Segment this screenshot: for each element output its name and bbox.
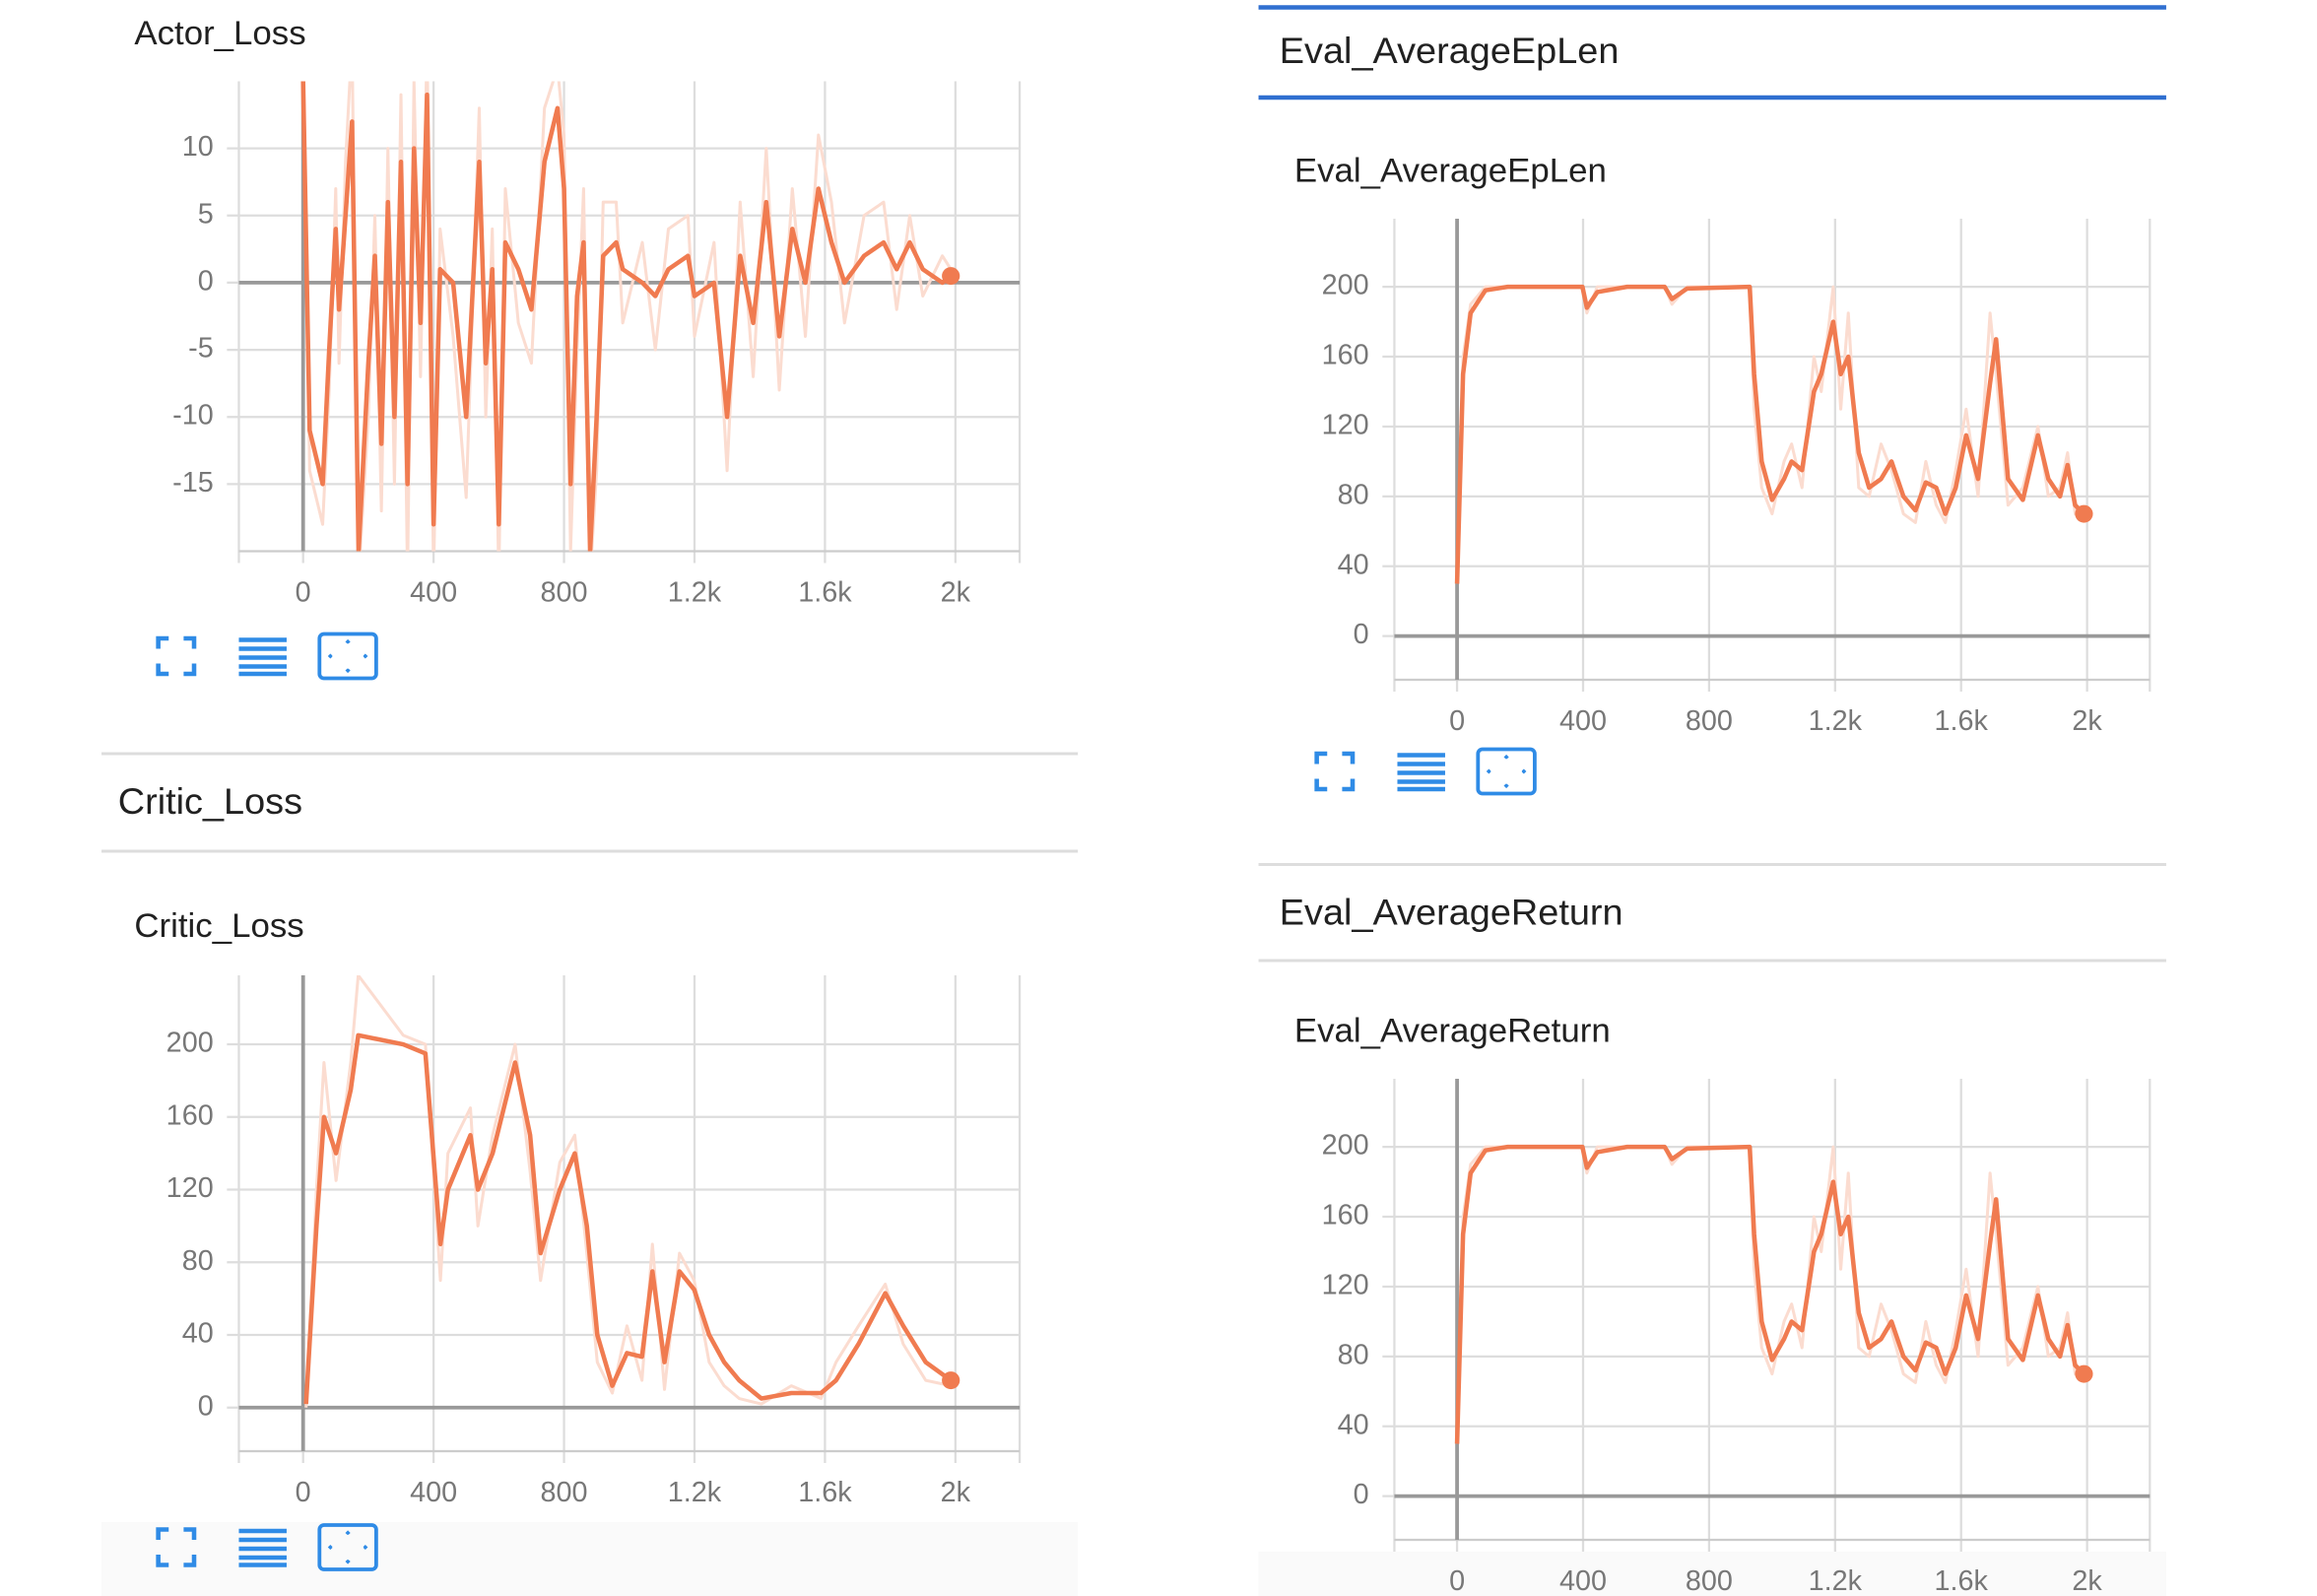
icon: [327, 638, 368, 674]
card-footer: [1258, 1552, 2166, 1596]
y-tick-label: 80: [1338, 1340, 1369, 1371]
fit-domain-button[interactable]: [317, 1523, 378, 1571]
y-tick-label: 160: [1322, 340, 1369, 371]
toggle-log-button[interactable]: [1397, 753, 1445, 792]
x-tick-label: 0: [296, 577, 311, 609]
x-tick-label: 400: [1559, 705, 1607, 737]
chart-title: Critic_Loss: [134, 907, 303, 945]
chart-toolbar: [156, 632, 378, 681]
fullscreen-button[interactable]: [1314, 751, 1356, 792]
last-point: [2075, 504, 2093, 523]
y-tick-label: 0: [198, 266, 214, 298]
chart-toolbar: [1314, 747, 1537, 796]
y-tick-label: -10: [172, 400, 214, 432]
x-tick-label: 2k: [941, 577, 971, 609]
y-tick-label: 40: [1338, 549, 1369, 580]
icon: [1314, 751, 1356, 792]
section-header[interactable]: Eval_AverageEpLen: [1280, 30, 1620, 71]
x-tick-label: 800: [541, 577, 588, 609]
fullscreen-button[interactable]: [156, 635, 197, 677]
y-tick-label: 120: [1322, 1270, 1369, 1301]
fit-domain-button[interactable]: [1476, 747, 1537, 796]
y-tick-label: -5: [188, 333, 214, 365]
plot-area: [300, 81, 953, 552]
plot-area: [1454, 284, 2086, 584]
toggle-log-button[interactable]: [238, 1528, 287, 1567]
toggle-log-button[interactable]: [238, 637, 287, 677]
x-tick-label: 2k: [2072, 1565, 2102, 1596]
last-point: [2075, 1364, 2093, 1383]
y-tick-label: 160: [1322, 1200, 1369, 1231]
x-tick-label: 1.2k: [1809, 705, 1863, 737]
y-tick-label: 120: [166, 1172, 214, 1204]
x-tick-label: 1.6k: [1935, 705, 1989, 737]
smoothed-line: [300, 81, 953, 552]
y-tick-label: 80: [1338, 480, 1369, 511]
icon: [317, 632, 378, 681]
icon: [327, 1530, 368, 1564]
y-tick-label: 120: [1322, 410, 1369, 441]
icon: [317, 1523, 378, 1571]
y-tick-label: 200: [166, 1028, 214, 1059]
x-tick-label: 800: [1686, 705, 1733, 737]
y-tick-label: 0: [1354, 1479, 1369, 1510]
x-tick-label: 1.2k: [668, 577, 722, 609]
x-tick-label: 1.2k: [1809, 1565, 1863, 1596]
chart-toolbar: [156, 1523, 378, 1571]
x-tick-label: 1.6k: [798, 577, 852, 609]
raw-line: [304, 975, 952, 1408]
smoothed-line: [303, 1032, 953, 1405]
y-tick-label: 0: [1354, 619, 1369, 650]
chart-title: Eval_AverageEpLen: [1294, 153, 1607, 190]
fit-domain-button[interactable]: [317, 632, 378, 681]
smoothed-line: [1454, 284, 2086, 584]
y-tick-label: 200: [1322, 270, 1369, 301]
plot-area: [303, 975, 953, 1408]
x-tick-label: 800: [541, 1477, 588, 1508]
icon: [156, 635, 197, 677]
x-tick-label: 1.6k: [798, 1477, 852, 1508]
y-tick-label: 0: [198, 1390, 214, 1422]
y-tick-label: 5: [198, 198, 214, 230]
y-tick-label: 40: [182, 1318, 214, 1350]
x-tick-label: 400: [1559, 1565, 1607, 1596]
raw-line: [1455, 1145, 2085, 1444]
x-tick-label: 1.2k: [668, 1477, 722, 1508]
icon: [1486, 754, 1527, 789]
plot-area: [1454, 1144, 2086, 1444]
last-point: [942, 267, 960, 286]
y-tick-label: 10: [182, 131, 214, 163]
y-tick-label: 160: [166, 1099, 214, 1131]
chart-title: Eval_AverageReturn: [1294, 1013, 1611, 1050]
smoothed-line: [1454, 1144, 2086, 1444]
section-header[interactable]: Critic_Loss: [118, 780, 302, 822]
x-tick-label: 400: [410, 577, 457, 609]
x-tick-label: 1.6k: [1935, 1565, 1989, 1596]
last-point: [942, 1371, 960, 1390]
y-tick-label: 200: [1322, 1130, 1369, 1162]
x-tick-label: 400: [410, 1477, 457, 1508]
raw-line: [301, 81, 953, 552]
x-tick-label: 0: [1449, 1565, 1465, 1596]
chart-title: Actor_Loss: [134, 15, 305, 52]
fullscreen-button[interactable]: [156, 1527, 197, 1567]
icon: [156, 1527, 197, 1567]
x-tick-label: 800: [1686, 1565, 1733, 1596]
x-tick-label: 2k: [2072, 705, 2102, 737]
y-tick-label: 40: [1338, 1409, 1369, 1440]
icon: [1476, 747, 1537, 796]
raw-line: [1455, 285, 2085, 584]
x-tick-label: 0: [296, 1477, 311, 1508]
section-header[interactable]: Eval_AverageReturn: [1280, 892, 1623, 933]
y-tick-label: -15: [172, 467, 214, 499]
x-tick-label: 0: [1449, 705, 1465, 737]
x-tick-label: 2k: [941, 1477, 971, 1508]
y-tick-label: 80: [182, 1245, 214, 1277]
